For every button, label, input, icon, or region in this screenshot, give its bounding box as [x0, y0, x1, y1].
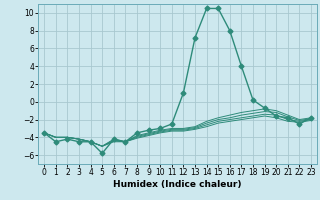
X-axis label: Humidex (Indice chaleur): Humidex (Indice chaleur) — [113, 180, 242, 189]
